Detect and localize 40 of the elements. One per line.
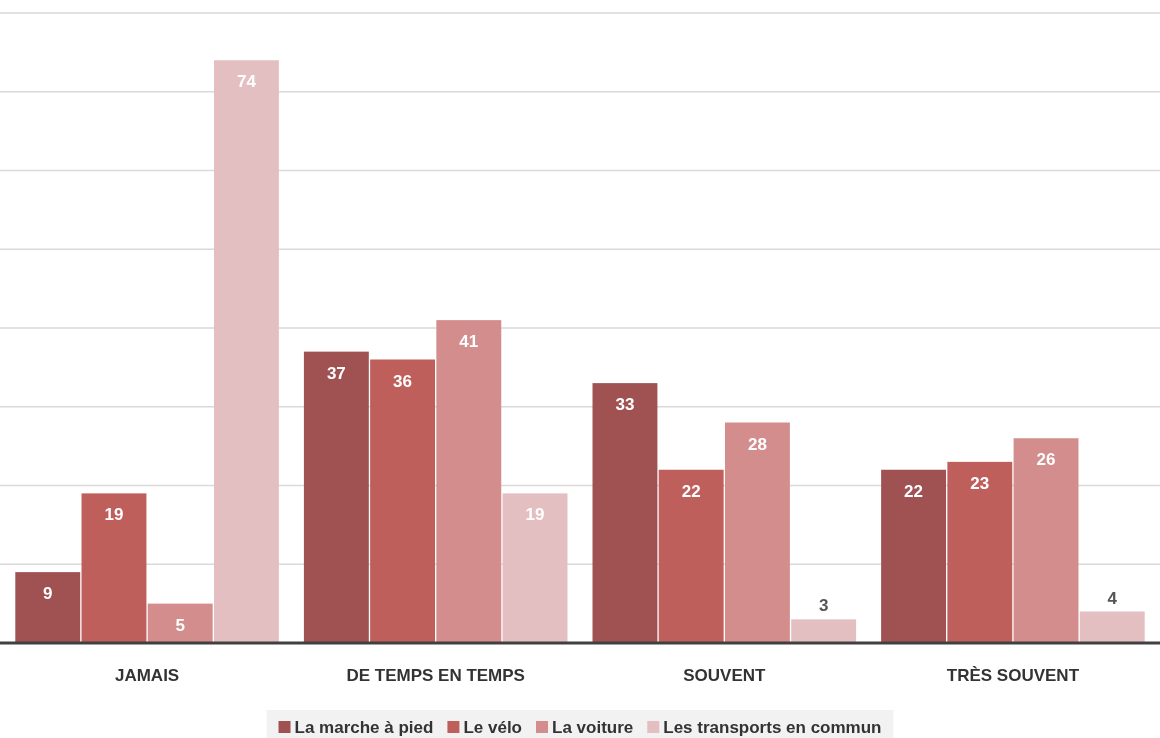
x-tick-label: SOUVENT [683,666,766,685]
x-tick-label: DE TEMPS EN TEMPS [346,666,525,685]
data-label: 19 [525,505,545,525]
data-label: 33 [615,395,635,415]
bar [147,603,213,643]
bar [15,572,81,643]
legend-label: La marche à pied [294,717,434,737]
bar [436,320,502,643]
bar [724,422,790,643]
data-label: 22 [904,481,924,501]
legend-label: La voiture [552,717,634,737]
bar [81,493,147,643]
data-label: 36 [393,371,413,391]
legend-label: Le vélo [463,717,523,737]
bar [947,461,1013,643]
x-tick-label: TRÈS SOUVENT [946,666,1080,685]
bar [592,383,658,643]
data-label: 28 [747,434,767,454]
data-label: 3 [818,596,829,616]
legend-label: Les transports en commun [663,717,882,737]
data-label: 22 [681,481,701,501]
bar [303,351,369,643]
data-label: 4 [1107,588,1118,608]
bar [213,60,279,643]
data-label: 74 [236,72,257,92]
bar [791,619,857,643]
bar [1013,438,1079,643]
data-label: 41 [459,332,479,352]
bar [658,469,724,643]
data-label: 9 [43,584,53,604]
bar [370,359,436,643]
data-label: 26 [1036,450,1056,470]
data-label: 19 [104,505,124,525]
x-tick-label: JAMAIS [114,666,180,685]
data-label: 23 [970,473,990,493]
data-label: 37 [326,363,346,383]
data-label: 5 [175,615,185,635]
bar [502,493,568,643]
bar [1079,611,1145,643]
bar [881,469,947,643]
